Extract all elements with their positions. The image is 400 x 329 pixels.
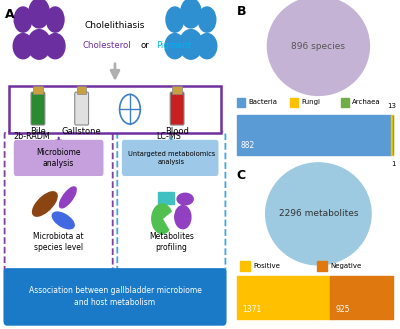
- FancyBboxPatch shape: [117, 132, 226, 275]
- Text: Cholelithiasis: Cholelithiasis: [85, 21, 145, 30]
- Text: 1: 1: [391, 161, 395, 167]
- Text: C: C: [237, 169, 246, 183]
- Circle shape: [266, 163, 371, 265]
- Bar: [391, 115, 393, 155]
- Bar: [317, 261, 327, 270]
- FancyBboxPatch shape: [9, 86, 221, 133]
- Ellipse shape: [165, 34, 184, 59]
- FancyBboxPatch shape: [122, 140, 218, 176]
- Circle shape: [166, 7, 184, 32]
- Ellipse shape: [13, 34, 33, 59]
- Text: Cholesterol: Cholesterol: [83, 41, 132, 50]
- Bar: [237, 115, 391, 155]
- Text: Untargeted metabolomics
analysis: Untargeted metabolomics analysis: [128, 151, 215, 165]
- Ellipse shape: [46, 34, 65, 59]
- Circle shape: [175, 206, 191, 229]
- Bar: [240, 261, 250, 270]
- Text: A: A: [5, 8, 14, 21]
- Text: Microbiota at
species level: Microbiota at species level: [33, 232, 84, 252]
- Text: 896 species: 896 species: [291, 41, 345, 51]
- Wedge shape: [152, 204, 171, 234]
- Text: Microbiome
analysis: Microbiome analysis: [36, 148, 81, 168]
- Bar: [340, 98, 349, 107]
- Ellipse shape: [52, 212, 74, 229]
- Ellipse shape: [28, 30, 50, 59]
- Circle shape: [120, 94, 140, 124]
- Bar: [330, 276, 393, 319]
- FancyBboxPatch shape: [14, 140, 104, 176]
- Circle shape: [198, 7, 216, 32]
- FancyBboxPatch shape: [75, 92, 88, 125]
- Circle shape: [29, 0, 50, 28]
- Text: Fungi: Fungi: [302, 99, 320, 105]
- Circle shape: [267, 0, 370, 95]
- Bar: [158, 192, 174, 204]
- Circle shape: [46, 7, 64, 32]
- Text: 1371: 1371: [242, 305, 261, 314]
- Ellipse shape: [32, 192, 57, 216]
- Text: Gallstone: Gallstone: [62, 127, 102, 136]
- Text: 882: 882: [240, 141, 254, 150]
- FancyBboxPatch shape: [33, 86, 42, 94]
- Text: or: or: [140, 41, 149, 50]
- FancyBboxPatch shape: [172, 86, 182, 94]
- FancyBboxPatch shape: [170, 92, 184, 125]
- Ellipse shape: [179, 30, 202, 59]
- Ellipse shape: [177, 193, 193, 205]
- Ellipse shape: [197, 34, 217, 59]
- Bar: [237, 98, 245, 107]
- Text: 13: 13: [387, 103, 396, 109]
- Circle shape: [14, 7, 32, 32]
- Ellipse shape: [60, 187, 76, 208]
- Text: 2296 metabolites: 2296 metabolites: [279, 209, 358, 218]
- Text: Archaea: Archaea: [352, 99, 381, 105]
- Circle shape: [180, 0, 201, 28]
- Text: Bile: Bile: [30, 127, 46, 136]
- Text: 925: 925: [335, 305, 350, 314]
- FancyBboxPatch shape: [4, 132, 113, 275]
- Text: Positive: Positive: [254, 263, 281, 269]
- FancyBboxPatch shape: [77, 86, 86, 94]
- Text: Metabolites
profiling: Metabolites profiling: [149, 232, 194, 252]
- Text: Negative: Negative: [330, 263, 362, 269]
- FancyBboxPatch shape: [4, 268, 226, 326]
- Text: B: B: [237, 5, 246, 18]
- Text: Bacteria: Bacteria: [249, 99, 278, 105]
- Bar: [237, 276, 330, 319]
- Bar: [290, 98, 298, 107]
- FancyBboxPatch shape: [31, 92, 45, 125]
- Text: Pigment: Pigment: [156, 41, 192, 50]
- Text: Blood: Blood: [165, 127, 189, 136]
- Text: Association between gallbladder microbiome
and host metabolism: Association between gallbladder microbio…: [28, 286, 202, 307]
- Text: 2b-RADM: 2b-RADM: [14, 132, 50, 141]
- Text: LC-MS: LC-MS: [156, 132, 181, 141]
